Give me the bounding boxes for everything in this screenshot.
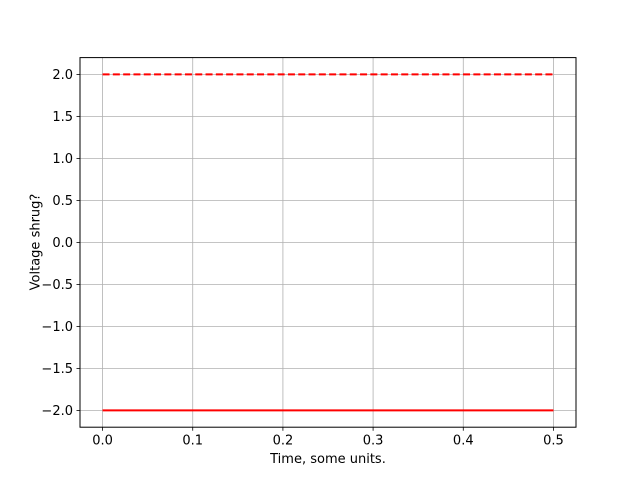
axes-frame [79, 57, 577, 428]
y-tick-label: −2.0 [41, 404, 73, 419]
y-tick-label: 2.0 [52, 68, 73, 83]
x-tick-label: 0.2 [273, 434, 294, 449]
y-axis-label: Voltage shrug? [28, 193, 44, 291]
y-tick-label: −0.5 [41, 278, 73, 293]
y-tick-label: 1.5 [52, 110, 73, 125]
x-tick-label: 0.1 [182, 434, 203, 449]
x-tick-label: 0.0 [92, 434, 113, 449]
x-tick-label: 0.3 [363, 434, 384, 449]
y-tick-label: 0.0 [52, 236, 73, 251]
x-axis-label: Time, some units. [270, 452, 386, 467]
y-tick-label: 0.5 [52, 194, 73, 209]
y-tick-label: −1.5 [41, 362, 73, 377]
x-tick-label: 0.4 [453, 434, 474, 449]
x-tick-label: 0.5 [543, 434, 564, 449]
y-tick-label: 1.0 [52, 152, 73, 167]
y-tick-label: −1.0 [41, 320, 73, 335]
